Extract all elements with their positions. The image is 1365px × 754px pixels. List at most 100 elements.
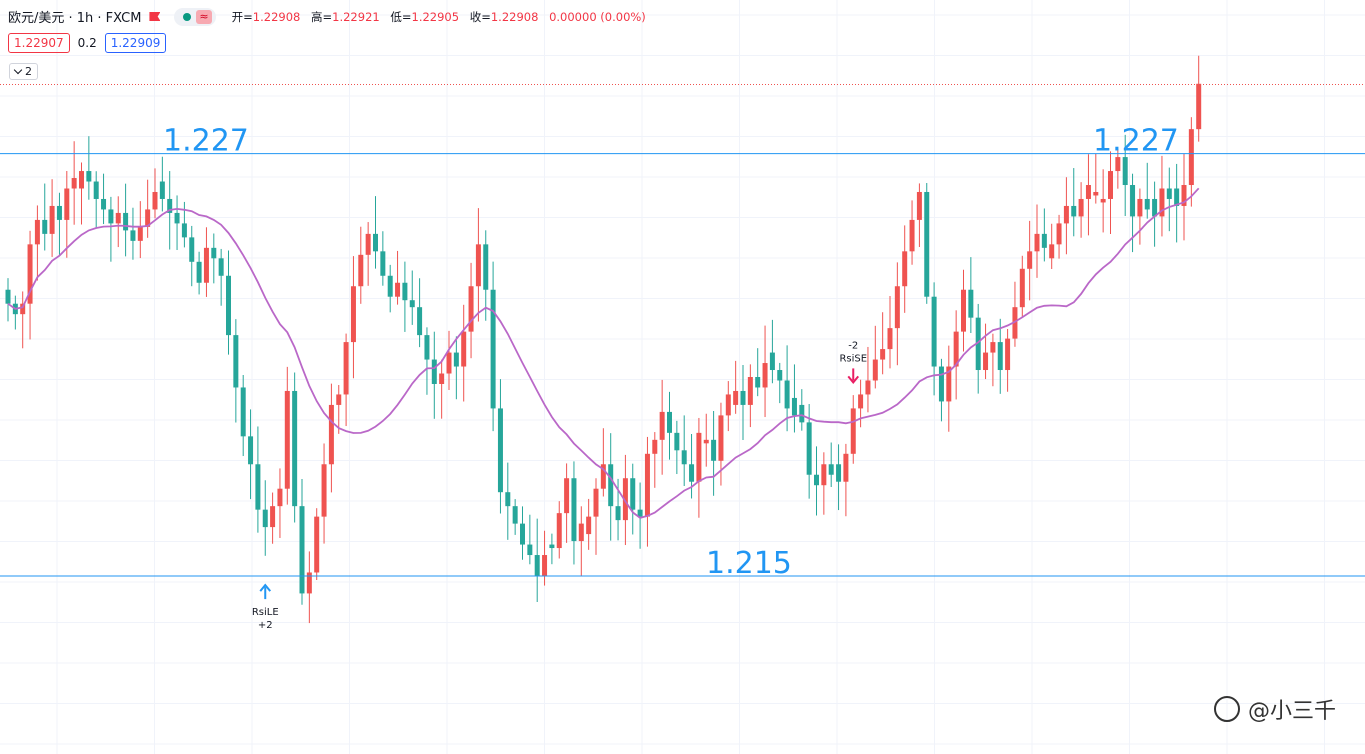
short-signal-arrowhead-icon <box>847 375 860 384</box>
moving-average-line <box>7 187 1200 519</box>
long-signal-arrowhead-icon <box>259 583 272 592</box>
indicators-collapse-button[interactable]: 2 <box>9 63 38 80</box>
flag-icon[interactable] <box>149 12 161 21</box>
candle-body <box>872 359 878 381</box>
candle-body <box>284 390 290 489</box>
long-signal-label: RsiLE <box>252 607 279 618</box>
candle-body <box>769 352 775 371</box>
short-signal-label: RsiSE <box>839 353 867 364</box>
candle-body <box>1041 233 1047 248</box>
candle-body <box>306 572 312 594</box>
candle-body <box>402 282 408 301</box>
spread-value: 0.2 <box>77 36 97 50</box>
candle-body <box>909 219 915 252</box>
ask-price-button[interactable]: 1.22909 <box>104 33 167 53</box>
candle-body <box>211 247 217 259</box>
candle-body <box>571 478 577 542</box>
candle-body <box>490 289 496 409</box>
candle-body <box>27 244 33 304</box>
candle-body <box>637 509 643 517</box>
candle-body <box>1174 188 1180 206</box>
market-open-dot-icon <box>183 12 192 21</box>
candle-body <box>336 394 342 405</box>
candle-body <box>902 251 908 287</box>
candle-body <box>1159 188 1165 217</box>
candle-body <box>240 387 246 437</box>
market-status-pill[interactable]: ≈ <box>174 7 216 26</box>
candle-body <box>71 178 77 189</box>
candle-body <box>799 404 805 423</box>
candle-body <box>1019 268 1025 308</box>
candle-body <box>696 432 702 482</box>
candle-body <box>740 390 746 405</box>
candle-body <box>101 198 107 210</box>
candle-body <box>292 390 298 507</box>
candle-body <box>1130 185 1136 217</box>
candle-body <box>137 226 143 241</box>
candle-body <box>924 191 930 297</box>
candle-body <box>689 464 695 482</box>
candle-body <box>262 509 268 528</box>
candle-body <box>1108 171 1113 199</box>
candle-body <box>1012 307 1018 339</box>
bid-price-button[interactable]: 1.22907 <box>8 33 70 53</box>
candle-body <box>497 408 503 493</box>
candle-body <box>644 453 650 517</box>
candle-body <box>1144 198 1150 210</box>
candle-body <box>343 342 349 395</box>
candle-body <box>159 181 165 199</box>
candle-body <box>93 181 99 199</box>
candle-body <box>681 450 687 465</box>
candle-body <box>747 377 753 405</box>
candle-body <box>659 411 665 440</box>
candle-body <box>321 464 327 517</box>
candle-body <box>836 464 842 482</box>
candle-body <box>1005 338 1011 371</box>
candle-body <box>439 373 445 384</box>
candle-body <box>1100 198 1106 203</box>
candle-body <box>49 205 55 234</box>
candle-body <box>821 464 827 486</box>
candle-body <box>373 233 378 252</box>
candle-body <box>520 523 525 545</box>
candle-body <box>916 191 922 220</box>
candle-body <box>174 212 180 224</box>
candle-body <box>395 282 401 297</box>
candle-body <box>218 258 224 276</box>
candle-body <box>328 404 334 465</box>
candle-body <box>887 328 893 350</box>
candle-body <box>997 342 1003 371</box>
candle-body <box>667 411 672 433</box>
candle-body <box>387 275 393 297</box>
candle-body <box>167 198 173 213</box>
candle-body <box>380 251 386 276</box>
delay-icon: ≈ <box>196 9 212 24</box>
candle-body <box>483 244 489 290</box>
candle-body <box>270 506 276 528</box>
candle-body <box>1063 205 1069 224</box>
candle-body <box>600 464 606 489</box>
candle-body <box>453 352 459 367</box>
candle-body <box>718 415 724 461</box>
candle-body <box>505 492 511 507</box>
candle-body <box>1115 157 1121 172</box>
candle-body <box>1137 198 1143 217</box>
candle-body <box>145 209 151 227</box>
candle-body <box>586 516 592 535</box>
candle-body <box>652 439 658 454</box>
candle-body <box>593 488 599 517</box>
candle-body <box>542 555 548 576</box>
candle-body <box>42 219 48 234</box>
candle-body <box>975 317 981 371</box>
candle-body <box>865 380 871 395</box>
candle-body <box>248 436 254 465</box>
candle-body <box>725 394 731 416</box>
candle-body <box>56 205 62 220</box>
candle-body <box>762 363 768 388</box>
candle-body <box>468 286 474 332</box>
candle-body <box>674 432 680 451</box>
candle-body <box>512 506 518 524</box>
level-label: 1.215 <box>706 546 792 581</box>
symbol-title[interactable]: 欧元/美元 · 1h · FXCM <box>8 11 142 26</box>
